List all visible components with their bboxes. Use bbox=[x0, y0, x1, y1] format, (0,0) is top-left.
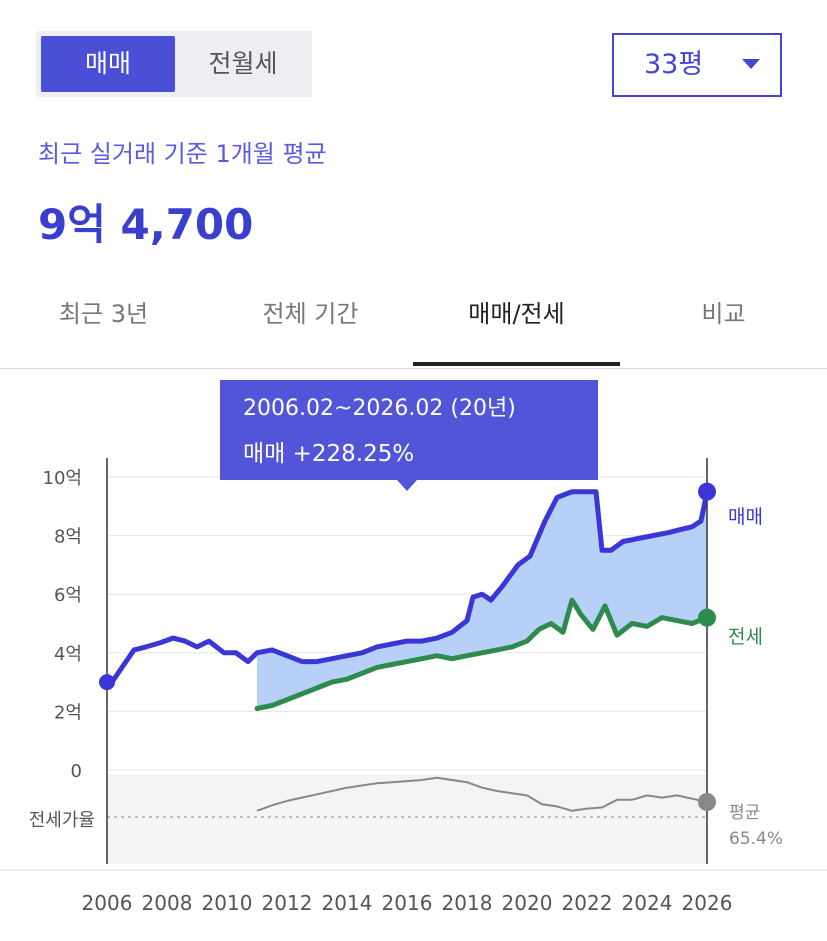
y-tick-label: 6억 bbox=[54, 585, 82, 606]
y-tick-label: 0 bbox=[71, 761, 82, 782]
tab-compare[interactable]: 비교 bbox=[701, 300, 746, 328]
rent-toggle-button[interactable]: 전월세 bbox=[208, 49, 278, 78]
series-line-rent bbox=[254, 597, 710, 711]
x-tick-labels: 2006 2008 2010 2012 2014 2016 2018 2020 2022 2024… bbox=[82, 891, 733, 915]
x-tick-label: 2022 bbox=[562, 891, 613, 915]
rent-end-point bbox=[698, 608, 716, 627]
y-tick-label: 8억 bbox=[54, 527, 82, 548]
ratio-end-label-1: 평균 bbox=[729, 803, 760, 823]
y-tick-label: 10억 bbox=[43, 468, 82, 489]
x-tick-label: 2014 bbox=[322, 891, 373, 915]
tooltip-change: 매매 +228.25% bbox=[243, 441, 414, 467]
rent-series-label: 전세 bbox=[728, 626, 763, 648]
series-line-sale bbox=[104, 489, 710, 685]
tab-recent-3y[interactable]: 최근 3년 bbox=[58, 300, 149, 328]
y-tick-label: 2억 bbox=[54, 702, 82, 723]
price-basis-label: 최근 실거래 기준 1개월 평균 bbox=[38, 140, 327, 168]
ratio-end-label-2: 65.4% bbox=[729, 829, 783, 849]
sale-start-point bbox=[99, 674, 115, 691]
x-tick-label: 2016 bbox=[382, 891, 433, 915]
average-price: 9억 4,700 bbox=[38, 200, 254, 249]
tooltip-box bbox=[220, 380, 598, 480]
sale-end-point bbox=[698, 482, 716, 501]
trade-type-toggle: 매매 전월세 bbox=[36, 31, 312, 97]
x-tick-label: 2008 bbox=[142, 891, 193, 915]
x-tick-label: 2006 bbox=[82, 891, 133, 915]
x-tick-label: 2024 bbox=[622, 891, 673, 915]
y-tick-label: 4억 bbox=[54, 644, 82, 665]
caret-down-icon bbox=[742, 59, 760, 69]
ratio-end-point bbox=[698, 793, 716, 811]
x-tick-label: 2020 bbox=[502, 891, 553, 915]
series-line-ratio bbox=[256, 776, 708, 812]
tooltip-pointer bbox=[397, 480, 417, 491]
x-tick-label: 2010 bbox=[202, 891, 253, 915]
end-points bbox=[99, 482, 716, 811]
period-tabs: 최근 3년 전체 기간 매매/전세 비교 bbox=[0, 290, 827, 369]
sale-toggle-button[interactable]: 매매 bbox=[41, 36, 175, 92]
x-tick-label: 2018 bbox=[442, 891, 493, 915]
size-dropdown-value: 33평 bbox=[644, 49, 704, 80]
ratio-panel-background bbox=[107, 774, 707, 864]
y-tick-labels: 10억 8억 6억 4억 2억 0 bbox=[43, 468, 82, 782]
x-tick-label: 2026 bbox=[682, 891, 733, 915]
tooltip-period: 2006.02~2026.02 (20년) bbox=[243, 396, 516, 421]
tooltip: 2006.02~2026.02 (20년) 매매 +228.25% bbox=[220, 380, 598, 491]
size-dropdown[interactable]: 33평 bbox=[612, 33, 782, 97]
ratio-axis-label: 전세가율 bbox=[29, 810, 95, 831]
grid-lines bbox=[107, 476, 707, 771]
sale-rent-gap-area bbox=[257, 491, 707, 709]
tab-full-period[interactable]: 전체 기간 bbox=[262, 300, 359, 328]
sale-series-label: 매매 bbox=[728, 506, 763, 528]
tab-sale-rent[interactable]: 매매/전세 bbox=[413, 290, 620, 366]
x-tick-label: 2012 bbox=[262, 891, 313, 915]
